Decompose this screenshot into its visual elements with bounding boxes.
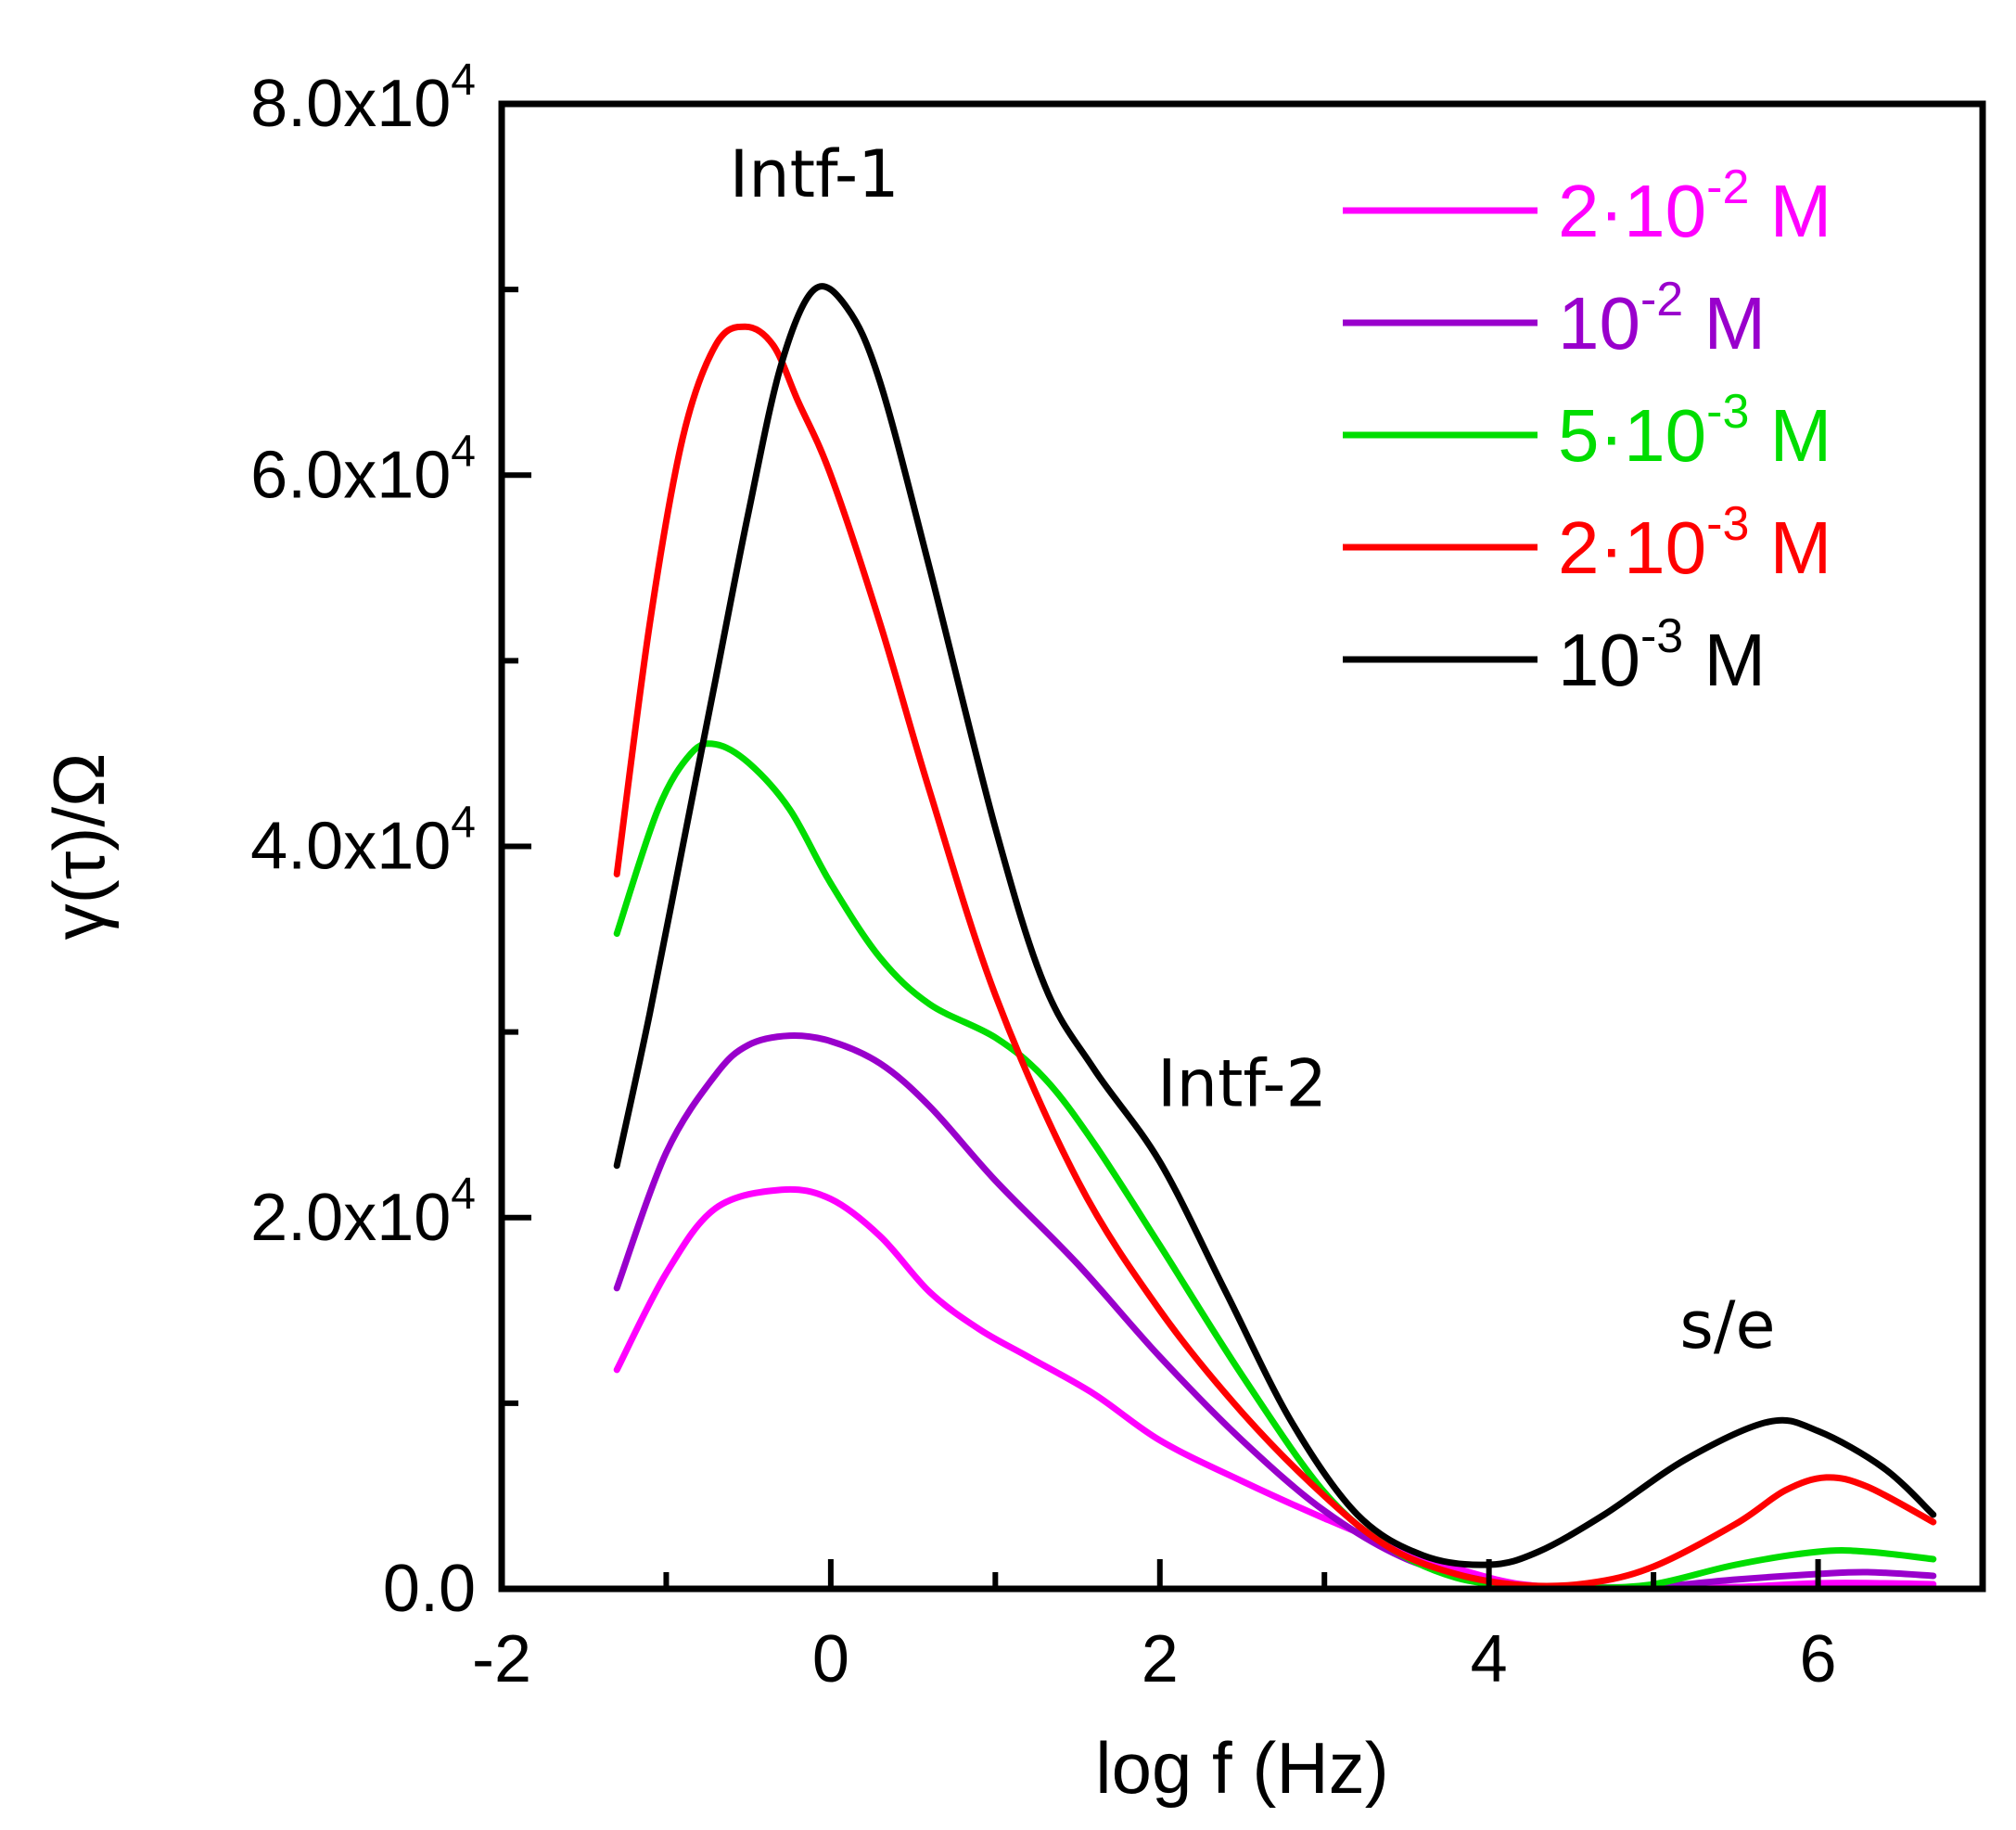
y-tick-mantissa: 8.0x10 bbox=[250, 67, 451, 141]
y-tick-mantissa: 2.0x10 bbox=[250, 1181, 451, 1255]
x-axis-title: log f (Hz) bbox=[1095, 1727, 1388, 1809]
y-tick-label-3: 6.0x104 bbox=[250, 427, 476, 512]
x-tick-label-4: 6 bbox=[1800, 1622, 1837, 1696]
legend-label-1: 10-2 M bbox=[1558, 273, 1766, 365]
y-tick-label-0: 0.0 bbox=[383, 1552, 476, 1626]
annotations: Intf-1 Intf-2 s/e bbox=[730, 136, 1776, 1363]
y-tick-exponent: 4 bbox=[451, 1170, 476, 1219]
y-tick-label-4: 8.0x104 bbox=[250, 56, 476, 141]
y-tick-mantissa: 6.0x10 bbox=[250, 438, 451, 512]
y-tick-exponent: 4 bbox=[451, 427, 476, 476]
legend-label-0: 2·10-2 M bbox=[1558, 160, 1831, 252]
annotation-1: Intf-2 bbox=[1157, 1046, 1327, 1122]
x-tick-label-2: 2 bbox=[1142, 1622, 1179, 1696]
y-axis-title: γ(τ)/Ω bbox=[38, 753, 120, 941]
legend-label-3: 2·10-3 M bbox=[1558, 497, 1831, 589]
y-tick-label-2: 4.0x104 bbox=[250, 799, 476, 884]
legend-label-2: 5·10-3 M bbox=[1558, 385, 1831, 477]
y-tick-exponent: 4 bbox=[451, 799, 476, 848]
x-tick-label-1: 0 bbox=[812, 1622, 849, 1696]
x-tick-label-3: 4 bbox=[1471, 1622, 1508, 1696]
series-line-1 bbox=[613, 1031, 1937, 1592]
series-line-4 bbox=[613, 283, 1937, 1568]
y-tick-label-1: 2.0x104 bbox=[250, 1170, 476, 1255]
annotation-0: Intf-1 bbox=[730, 136, 900, 212]
x-tick-label-0: -2 bbox=[472, 1622, 531, 1696]
series-line-3 bbox=[613, 323, 1937, 1590]
legend-label-4: 10-3 M bbox=[1558, 609, 1766, 701]
annotation-2: s/e bbox=[1679, 1287, 1775, 1363]
y-tick-exponent: 4 bbox=[451, 56, 476, 105]
legend: 2·10-2 M 10-2 M 5·10-3 M 2·10-3 M 10-3 M bbox=[1343, 160, 1831, 701]
axis-ticks bbox=[499, 101, 1821, 1592]
y-tick-mantissa: 4.0x10 bbox=[250, 810, 451, 884]
x-tick-labels: -2 0 2 4 6 bbox=[472, 1622, 1837, 1696]
